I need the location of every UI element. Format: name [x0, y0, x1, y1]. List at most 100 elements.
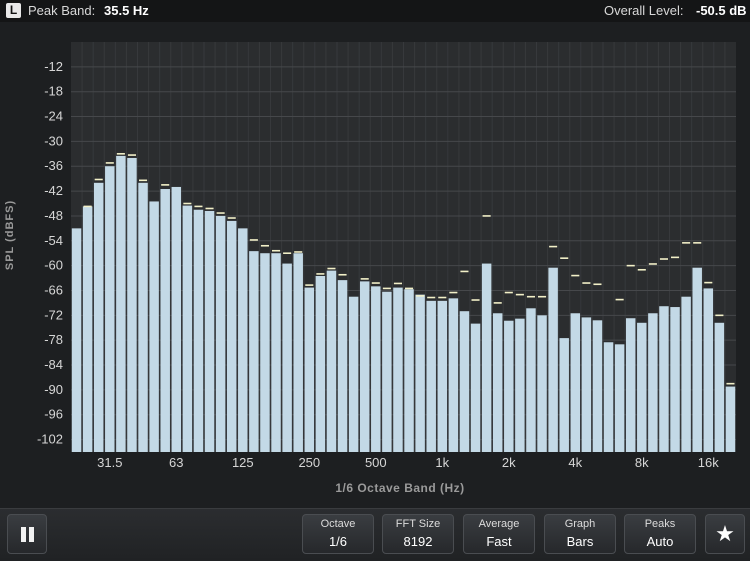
y-axis-label-box: SPL (dBFS) [3, 190, 17, 280]
x-tick-label: 1k [435, 455, 449, 470]
spectrum-bar [404, 289, 414, 452]
overall-level-value: -50.5 dB [696, 3, 747, 18]
spectrum-bar [160, 189, 170, 452]
spectrum-bar [681, 296, 691, 452]
y-tick-label: -24 [44, 109, 63, 124]
spectrum-bar [238, 228, 248, 452]
x-tick-label: 125 [232, 455, 254, 470]
spectrum-bar [337, 280, 348, 452]
spectrum-bar [637, 322, 647, 452]
spectrum-bar [348, 296, 359, 452]
y-tick-label: -96 [44, 407, 63, 422]
overall-level-label: Overall Level: [604, 3, 684, 18]
spectrum-bar [515, 318, 525, 452]
spectrum-bar [282, 263, 292, 452]
y-tick-label: -18 [44, 84, 63, 99]
y-tick-label: -72 [44, 307, 63, 322]
spectrum-bar [359, 281, 370, 452]
spectrum-bar [171, 186, 182, 452]
peak-band-label: Peak Band: [28, 3, 96, 18]
pause-icon [21, 527, 26, 542]
spectrum-bar [82, 206, 93, 452]
spectrum-bar [127, 157, 137, 452]
y-tick-label: -66 [44, 282, 63, 297]
average-control[interactable]: Average Fast [463, 514, 535, 554]
spectrum-bar [504, 320, 514, 452]
spectrum-bar [559, 338, 569, 452]
spectrum-bar [625, 318, 636, 452]
spectrum-bar [614, 344, 625, 452]
y-tick-label: -102 [37, 432, 63, 447]
spectrum-bar [260, 253, 270, 452]
x-tick-label: 8k [635, 455, 649, 470]
rta-spectrum-chart: -12 -18 -24 -30 -36 -42 -48 -54 -60 -66 -72 -78 -84 -… [37, 42, 736, 470]
spectrum-bar [138, 182, 148, 452]
peaks-title: Peaks [644, 518, 676, 530]
y-tick-label: -42 [44, 183, 63, 198]
octave-title: Octave [320, 518, 356, 530]
spectrum-bar [526, 308, 536, 452]
spectrum-bar [459, 311, 470, 452]
spectrum-bar [271, 253, 281, 452]
spectrum-bar [215, 215, 226, 452]
spectrum-bar [293, 253, 303, 452]
spectrum-bar [548, 267, 558, 452]
x-tick-label: 31.5 [97, 455, 122, 470]
y-tick-label: -84 [44, 357, 63, 372]
spectrum-bar [149, 201, 159, 452]
y-tick-label: -78 [44, 332, 63, 347]
spectrum-bar [71, 228, 82, 452]
y-tick-label: -90 [44, 382, 63, 397]
x-tick-label: 63 [169, 455, 183, 470]
spectrum-bar [105, 166, 115, 452]
spectrum-bar [426, 300, 436, 452]
spectrum-bar [570, 313, 581, 452]
spectrum-bar [249, 251, 259, 452]
spectrum-bar [116, 155, 126, 452]
top-status-bar: L Peak Band: 35.5 Hz Overall Level: -50.… [0, 0, 750, 22]
y-tick-label: -48 [44, 208, 63, 223]
spectrum-bar [670, 307, 680, 452]
spectrum-bar [93, 182, 104, 452]
spectrum-bar [204, 210, 215, 452]
spectrum-bar [182, 205, 193, 452]
x-tick-label: 16k [698, 455, 719, 470]
x-axis-label: 1/6 Octave Band (Hz) [335, 481, 465, 495]
pause-button[interactable] [7, 514, 47, 554]
spectrum-bar [193, 209, 204, 452]
star-icon: ★ [715, 521, 735, 546]
spectrum-bar [592, 320, 603, 452]
graph-control[interactable]: Graph Bars [544, 514, 616, 554]
octave-control[interactable]: Octave 1/6 [302, 514, 374, 554]
x-tick-label: 250 [298, 455, 320, 470]
y-axis-label: SPL (dBFS) [4, 199, 16, 271]
average-value: Fast [486, 534, 512, 549]
x-tick-label: 4k [568, 455, 582, 470]
spectrum-bar [648, 313, 658, 452]
spectrum-bar [537, 315, 547, 452]
spectrum-bar [315, 275, 326, 452]
spectrum-bar [304, 287, 315, 452]
spectrum-bar [481, 263, 492, 452]
spectrum-bar [226, 220, 237, 452]
fft-size-control[interactable]: FFT Size 8192 [382, 514, 454, 554]
spectrum-bar [437, 300, 448, 452]
spectrum-bar [581, 317, 592, 452]
spectrum-bar [393, 287, 403, 452]
fft-size-value: 8192 [403, 534, 433, 549]
peak-band-value: 35.5 Hz [104, 3, 149, 18]
y-tick-label: -60 [44, 258, 63, 273]
y-tick-label: -36 [44, 158, 63, 173]
favorite-button[interactable]: ★ [705, 514, 745, 554]
octave-value: 1/6 [328, 534, 348, 549]
spectrum-bar [603, 342, 614, 452]
y-tick-label: -30 [44, 133, 63, 148]
graph-value: Bars [566, 534, 594, 549]
channel-badge[interactable]: L [6, 3, 21, 18]
spectrum-bar [725, 386, 736, 452]
spectrum-bar [659, 306, 669, 452]
y-tick-label: -12 [44, 59, 63, 74]
y-tick-label: -54 [44, 233, 63, 248]
peaks-control[interactable]: Peaks Auto [624, 514, 696, 554]
spectrum-bar [703, 288, 714, 452]
